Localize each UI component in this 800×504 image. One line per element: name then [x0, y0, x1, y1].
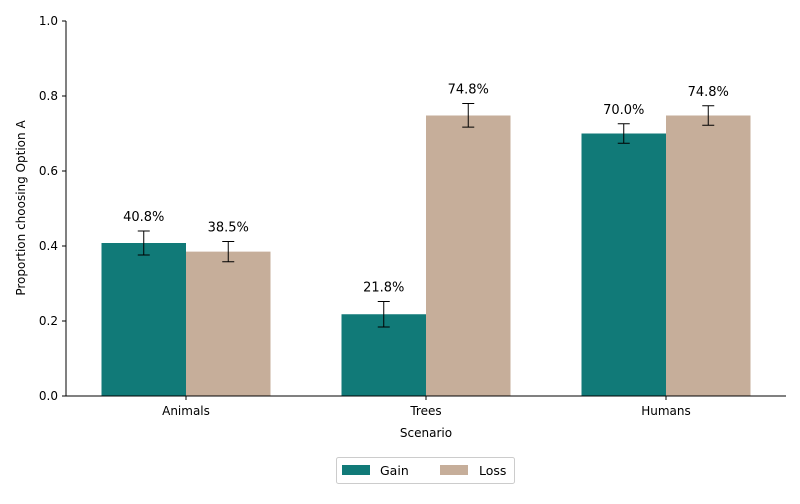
y-tick-label-0-0: 0.0	[39, 389, 58, 403]
data-label-trees-loss: 74.8%	[448, 83, 489, 98]
error-bar-humans-loss	[702, 105, 715, 126]
legend-swatch-gain	[342, 465, 370, 475]
legend-swatch-loss	[440, 465, 468, 475]
error-bar-animals-gain	[137, 230, 150, 256]
legend-frame	[336, 457, 515, 484]
error-bars-layer	[137, 103, 715, 328]
error-bar-trees-loss	[462, 103, 475, 128]
y-tick-label-0-4: 0.4	[39, 239, 58, 253]
bar-trees-gain	[341, 314, 426, 396]
bar-humans-loss	[666, 115, 751, 396]
bars-layer	[101, 115, 751, 396]
y-tick-label-1-0: 1.0	[39, 14, 58, 28]
legend-label-gain: Gain	[380, 463, 409, 478]
x-tick-label-humans: Humans	[641, 404, 691, 418]
error-bar-trees-gain	[377, 301, 390, 328]
error-bar-humans-gain	[617, 123, 630, 144]
bar-animals-gain	[101, 243, 186, 396]
data-label-humans-gain: 70.0%	[603, 103, 644, 118]
data-label-humans-loss: 74.8%	[688, 85, 729, 100]
legend: Gain Loss	[336, 457, 515, 484]
data-label-animals-loss: 38.5%	[208, 221, 249, 236]
data-labels-layer: 40.8% 38.5% 21.8% 74.8% 70.0% 74.8%	[123, 83, 729, 296]
y-tick-label-0-2: 0.2	[39, 314, 58, 328]
data-label-animals-gain: 40.8%	[123, 210, 164, 225]
data-label-trees-gain: 21.8%	[363, 281, 404, 296]
x-tick-label-trees: Trees	[409, 404, 441, 418]
legend-label-loss: Loss	[479, 463, 506, 478]
y-tick-label-0-8: 0.8	[39, 89, 58, 103]
error-bar-animals-loss	[222, 241, 235, 263]
axes-layer: Animals Trees Humans 0.0 0.2 0.4 0.6 0.8 1.0	[39, 14, 786, 418]
x-axis-label: Scenario	[400, 426, 452, 440]
y-axis-label: Proportion choosing Option A	[14, 120, 28, 296]
bar-animals-loss	[186, 251, 271, 396]
bar-trees-loss	[426, 115, 511, 396]
bar-humans-gain	[581, 133, 666, 396]
y-tick-label-0-6: 0.6	[39, 164, 58, 178]
x-tick-label-animals: Animals	[162, 404, 210, 418]
